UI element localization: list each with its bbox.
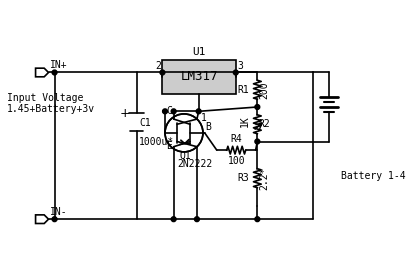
Text: 2.2*: 2.2* bbox=[259, 166, 269, 190]
Text: 200: 200 bbox=[259, 81, 269, 99]
Text: 1: 1 bbox=[200, 113, 206, 123]
Text: 2: 2 bbox=[155, 61, 161, 71]
Text: IN-: IN- bbox=[50, 207, 68, 217]
Text: 1000u*: 1000u* bbox=[139, 137, 174, 147]
Text: B: B bbox=[206, 122, 211, 132]
Text: Q1: Q1 bbox=[180, 151, 191, 161]
Text: LM317: LM317 bbox=[180, 70, 218, 83]
Text: 100: 100 bbox=[227, 156, 245, 166]
Circle shape bbox=[160, 70, 165, 75]
Text: R3: R3 bbox=[238, 173, 249, 183]
Circle shape bbox=[171, 217, 176, 222]
Text: U1: U1 bbox=[192, 47, 206, 57]
Text: Input Voltage: Input Voltage bbox=[7, 93, 83, 103]
Text: R1: R1 bbox=[238, 85, 249, 95]
Text: 2N2222: 2N2222 bbox=[177, 158, 212, 168]
Circle shape bbox=[255, 139, 260, 144]
Circle shape bbox=[163, 109, 167, 114]
Text: R4: R4 bbox=[230, 134, 242, 144]
Text: E: E bbox=[166, 141, 172, 151]
Text: R2: R2 bbox=[258, 119, 270, 129]
Circle shape bbox=[255, 217, 260, 222]
Circle shape bbox=[171, 109, 176, 114]
Text: Battery 1-4: Battery 1-4 bbox=[341, 171, 406, 181]
Circle shape bbox=[52, 217, 57, 222]
Circle shape bbox=[195, 217, 199, 222]
Text: 1K: 1K bbox=[240, 115, 249, 127]
FancyBboxPatch shape bbox=[162, 60, 236, 94]
Circle shape bbox=[255, 105, 260, 109]
Circle shape bbox=[234, 70, 238, 75]
Text: C: C bbox=[166, 106, 172, 116]
Text: 3: 3 bbox=[238, 61, 243, 71]
Text: IN+: IN+ bbox=[50, 60, 68, 70]
Text: C1: C1 bbox=[139, 118, 151, 128]
Circle shape bbox=[196, 109, 201, 114]
Text: 1.45+Battery+3v: 1.45+Battery+3v bbox=[7, 104, 95, 114]
Text: +: + bbox=[119, 107, 130, 120]
Circle shape bbox=[52, 70, 57, 75]
